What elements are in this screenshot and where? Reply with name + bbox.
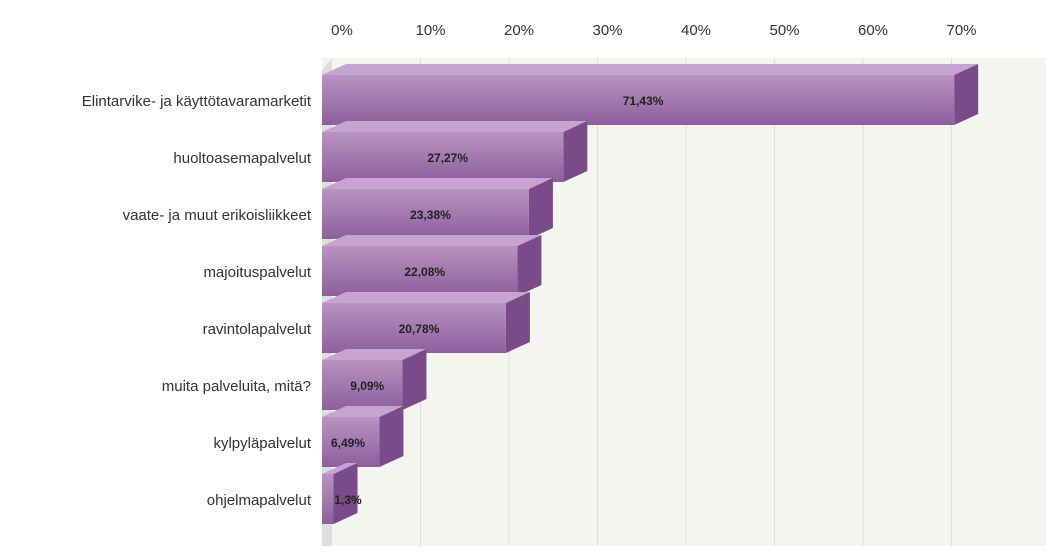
data-label: 23,38%	[410, 208, 451, 222]
x-tick-label: 0%	[331, 22, 353, 39]
data-label: 71,43%	[623, 94, 664, 108]
x-tick-label: 60%	[858, 22, 888, 39]
bar-side-face	[517, 235, 542, 296]
bar-front-face	[322, 417, 380, 467]
data-label: 22,08%	[404, 265, 445, 279]
data-label: 27,27%	[427, 151, 468, 165]
category-label: kylpyläpalvelut	[213, 435, 311, 452]
category-label: vaate- ja muut erikoisliikkeet	[123, 207, 312, 224]
bar	[322, 406, 404, 467]
category-label: muita palveluita, mitä?	[162, 378, 311, 395]
bar-front-face	[322, 132, 564, 182]
bar-side-face	[563, 121, 588, 182]
bar-front-face	[322, 246, 518, 296]
bar	[322, 64, 979, 125]
data-label: 9,09%	[350, 379, 384, 393]
category-label: ohjelmapalvelut	[207, 492, 312, 509]
x-tick-label: 30%	[592, 22, 622, 39]
x-tick-label: 20%	[504, 22, 534, 39]
bar-side-face	[528, 178, 553, 239]
bar	[322, 235, 542, 296]
bar	[322, 349, 427, 410]
category-label: ravintolapalvelut	[203, 321, 312, 338]
data-label: 6,49%	[331, 436, 365, 450]
bar-top-face	[322, 292, 530, 303]
x-tick-label: 40%	[681, 22, 711, 39]
bar	[322, 463, 358, 524]
bar	[322, 292, 530, 353]
category-label: Elintarvike- ja käyttötavaramarketit	[82, 93, 312, 110]
bar-side-face	[379, 406, 404, 467]
bar-front-face	[322, 189, 529, 239]
data-label: 1,3%	[334, 493, 362, 507]
bar-side-face	[402, 349, 427, 410]
bar-top-face	[322, 64, 979, 75]
data-label: 20,78%	[399, 322, 440, 336]
category-label: majoituspalvelut	[203, 264, 311, 281]
bar-top-face	[322, 463, 358, 474]
bar	[322, 121, 588, 182]
bar-top-face	[322, 349, 427, 360]
bar-side-face	[954, 64, 979, 125]
category-label: huoltoasemapalvelut	[173, 150, 311, 167]
bar-top-face	[322, 235, 542, 246]
bar-front-face	[322, 303, 506, 353]
bar-side-face	[333, 463, 358, 524]
bar-top-face	[322, 178, 553, 189]
bar-front-face	[322, 474, 334, 524]
bar-front-face	[322, 360, 403, 410]
bar-top-face	[322, 121, 588, 132]
bar-front-face	[322, 75, 955, 125]
bar	[322, 178, 553, 239]
x-tick-label: 10%	[415, 22, 445, 39]
x-tick-label: 50%	[769, 22, 799, 39]
x-tick-label: 70%	[946, 22, 976, 39]
bar-top-face	[322, 406, 404, 417]
bar-side-face	[505, 292, 530, 353]
